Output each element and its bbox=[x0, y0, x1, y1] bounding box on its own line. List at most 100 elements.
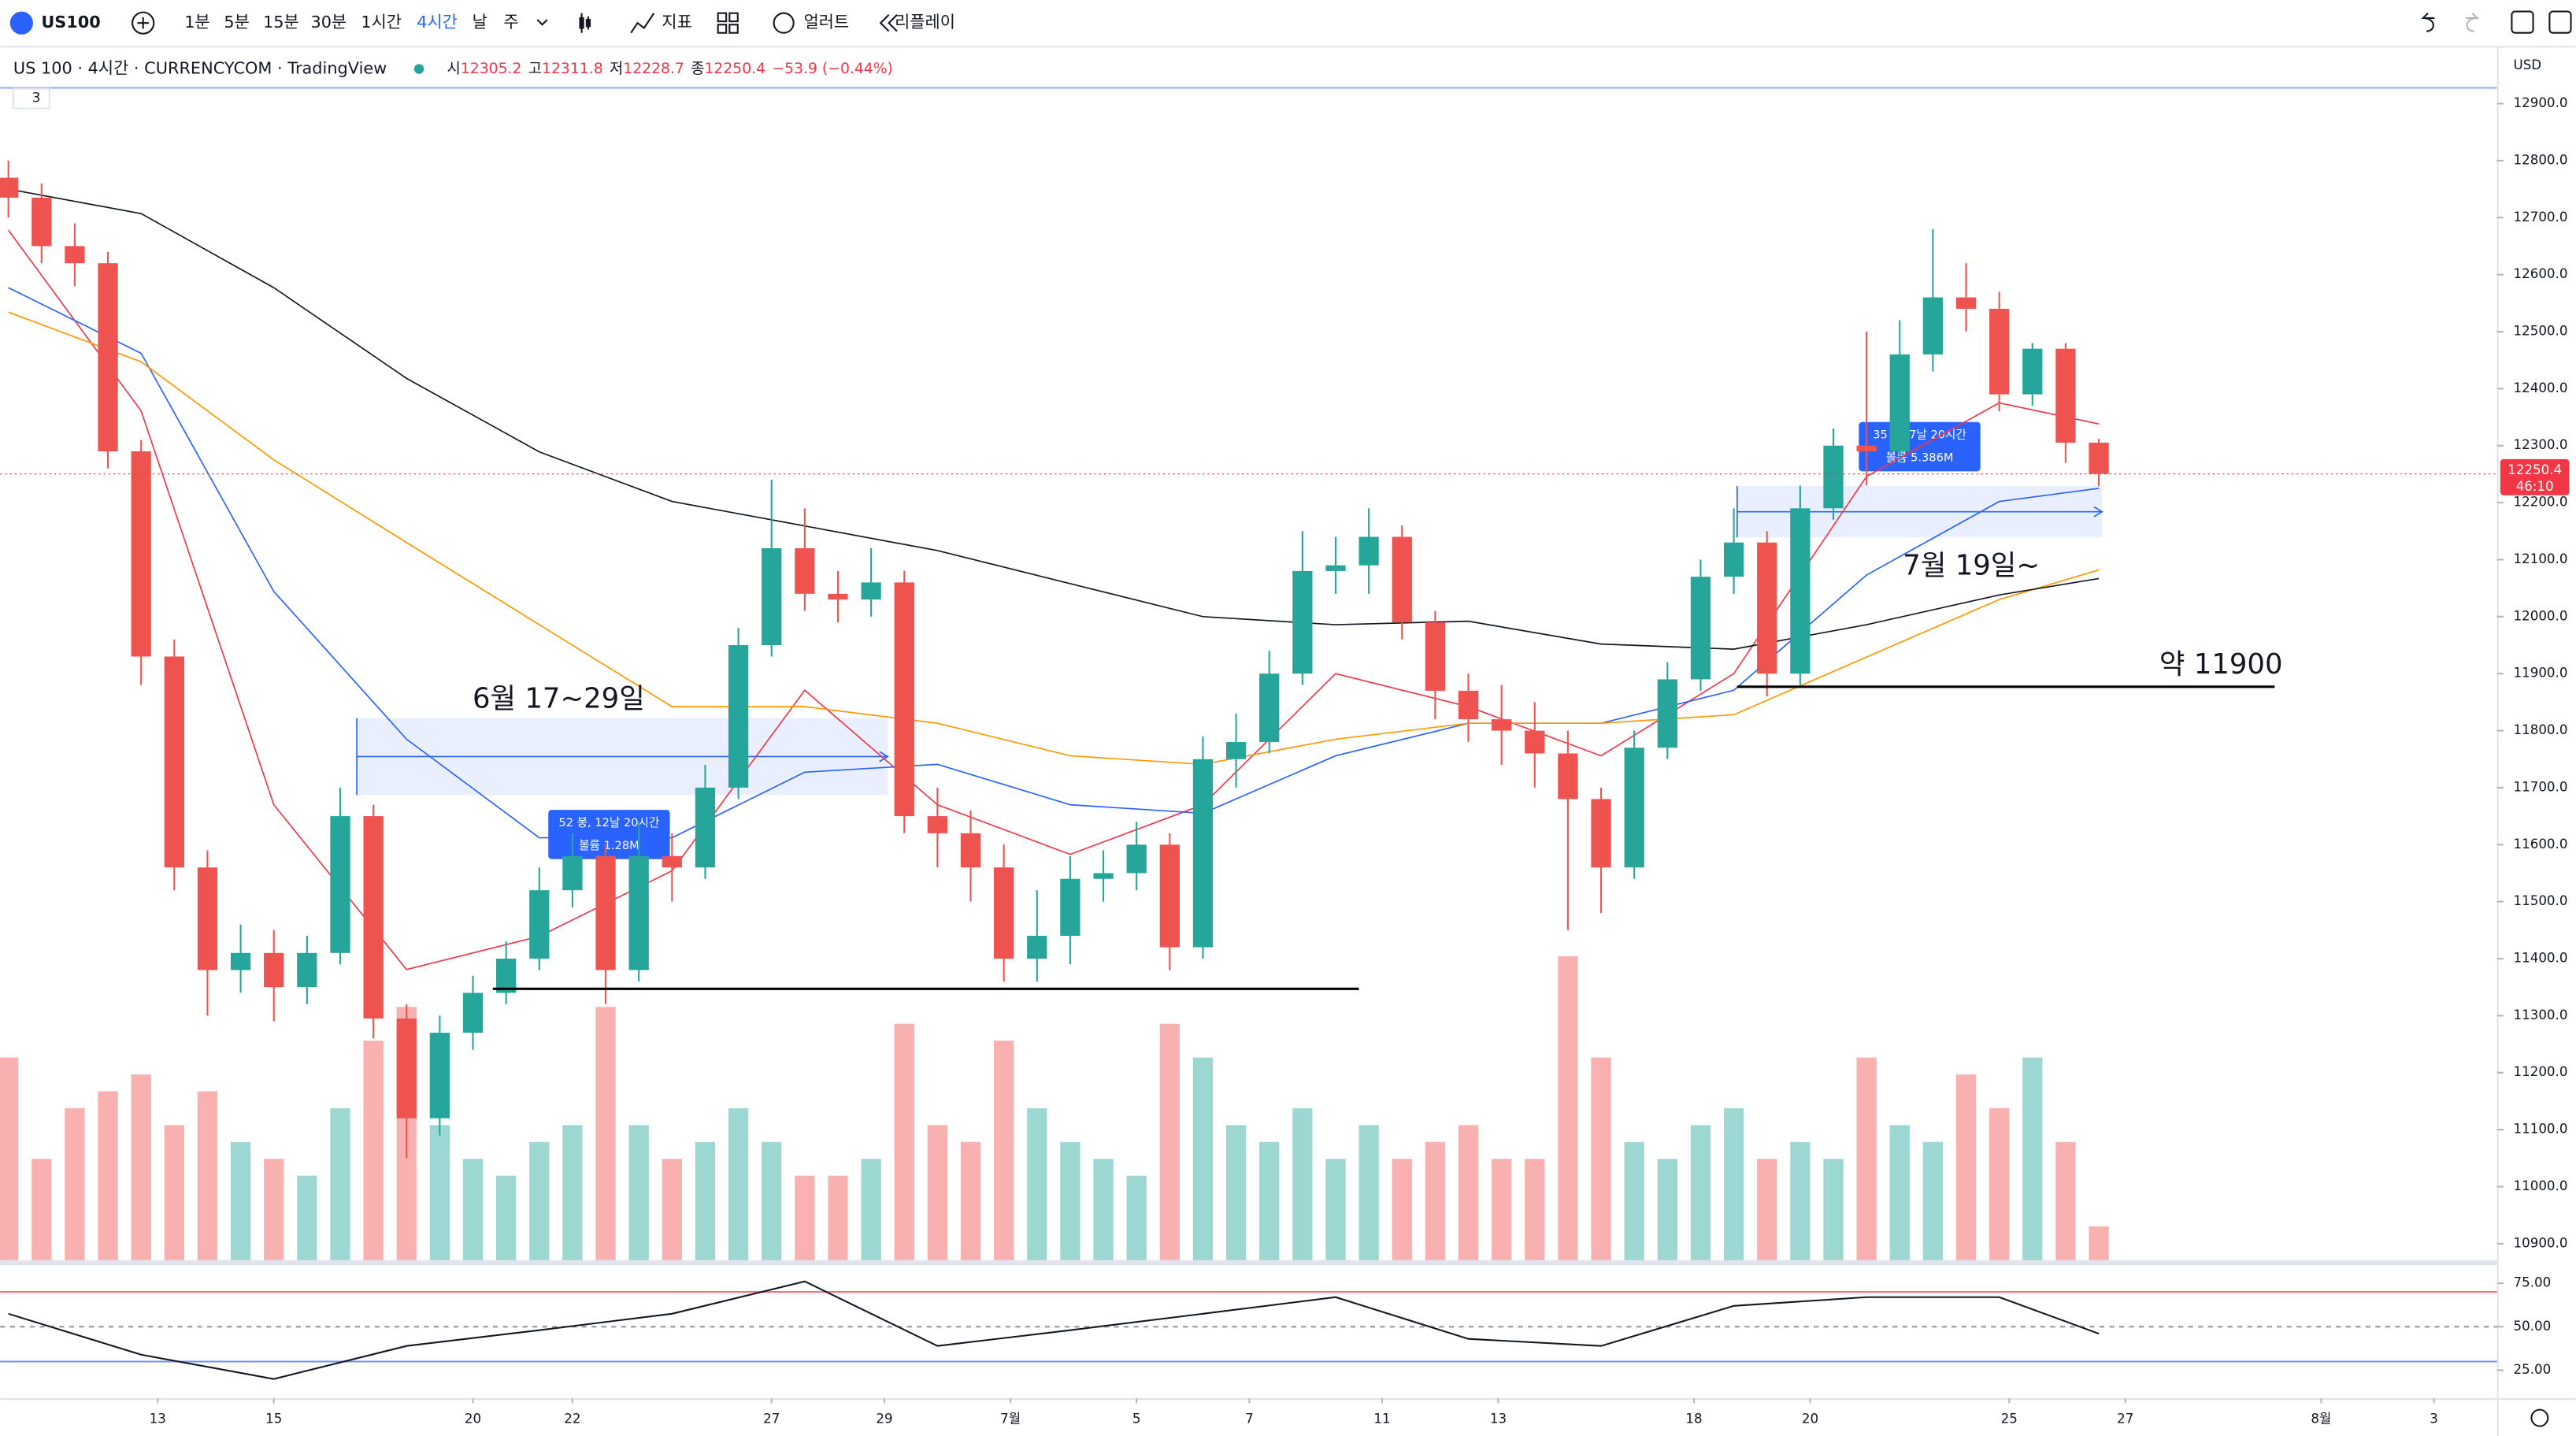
candle-body bbox=[529, 890, 550, 959]
interval-button[interactable]: 4시간 bbox=[417, 13, 458, 32]
interval-button[interactable]: 주 bbox=[503, 13, 518, 32]
candle-body bbox=[2089, 442, 2109, 474]
symbol-name[interactable]: US100 bbox=[41, 13, 100, 32]
moving-average bbox=[8, 287, 2100, 839]
toolbar-button[interactable]: 지표 bbox=[662, 13, 691, 32]
candle-body bbox=[795, 547, 815, 594]
candle-body bbox=[131, 451, 151, 657]
candle-body bbox=[1922, 297, 1944, 354]
volume-bar bbox=[1126, 1175, 1147, 1260]
range-label: 볼륨 5.386M bbox=[1886, 451, 1954, 465]
volume-bar bbox=[1525, 1159, 1545, 1260]
interval-button[interactable]: 1분 bbox=[184, 13, 209, 32]
candle-body bbox=[1989, 309, 2010, 395]
candle-body bbox=[595, 855, 616, 970]
x-tick-label: 8월 bbox=[2311, 1412, 2331, 1427]
candle-body bbox=[1093, 873, 1114, 879]
price-tag-value: 12250.4 bbox=[2507, 462, 2562, 477]
y-tick-label: 12200.0 bbox=[2514, 495, 2568, 510]
rsi-tick-label: 25.00 bbox=[2514, 1362, 2552, 1377]
replay-icon[interactable] bbox=[879, 14, 898, 32]
interval-button[interactable]: 30분 bbox=[311, 13, 347, 32]
volume-bar bbox=[1492, 1159, 1512, 1260]
candle-body bbox=[1292, 570, 1313, 674]
candle-body bbox=[628, 855, 649, 970]
volume-bar bbox=[1690, 1125, 1711, 1260]
volume-bar bbox=[1989, 1108, 2010, 1260]
dropdown-icon[interactable] bbox=[536, 19, 548, 26]
y-tick-label: 12800.0 bbox=[2514, 152, 2568, 167]
candle-body bbox=[1856, 445, 1877, 451]
settings-icon[interactable] bbox=[2530, 1408, 2549, 1427]
volume-bar bbox=[1591, 1057, 1611, 1260]
volume-bar bbox=[562, 1125, 583, 1260]
candle-body bbox=[98, 263, 118, 451]
candle-body bbox=[230, 952, 251, 970]
volume-bar bbox=[330, 1108, 350, 1260]
add-symbol-icon[interactable] bbox=[132, 11, 155, 35]
candle-body bbox=[330, 816, 350, 953]
candle-body bbox=[994, 867, 1014, 959]
range-arrowhead bbox=[879, 751, 889, 763]
x-tick-label: 3 bbox=[2430, 1412, 2438, 1427]
candle-body bbox=[1889, 354, 1910, 451]
y-tick-label: 12300.0 bbox=[2514, 437, 2568, 452]
range-label: 볼륨 1.28M bbox=[579, 839, 639, 852]
snapshot-icon[interactable] bbox=[2548, 10, 2572, 34]
candle-body bbox=[2022, 348, 2043, 395]
legend-label: 종 bbox=[691, 61, 704, 77]
candle-body bbox=[1492, 719, 1512, 731]
candle-body bbox=[1525, 730, 1545, 754]
symbol-icon[interactable] bbox=[9, 11, 33, 35]
legend-value: 12250.4 bbox=[704, 61, 765, 77]
candle-body bbox=[1027, 936, 1047, 959]
y-tick-label: 11200.0 bbox=[2514, 1064, 2568, 1079]
candle-body bbox=[1955, 297, 1977, 310]
alert-icon[interactable] bbox=[773, 12, 795, 34]
interval-button[interactable]: 날 bbox=[473, 13, 487, 32]
indicator-icon[interactable] bbox=[630, 13, 655, 34]
collapse-button[interactable] bbox=[12, 87, 50, 109]
interval-button[interactable]: 15분 bbox=[263, 13, 299, 32]
currency-label[interactable]: USD bbox=[2514, 58, 2542, 72]
candle-body bbox=[1225, 742, 1247, 759]
redo-icon[interactable] bbox=[2466, 12, 2480, 32]
candle-body bbox=[1192, 759, 1214, 948]
volume-bar bbox=[861, 1159, 881, 1260]
candle-body bbox=[496, 959, 517, 993]
legend-value: 12311.8 bbox=[542, 61, 603, 77]
toolbar-button[interactable]: 얼러트 bbox=[804, 13, 850, 32]
candle-body bbox=[1823, 445, 1844, 509]
y-tick-label: 12400.0 bbox=[2514, 380, 2568, 395]
undo-icon[interactable] bbox=[2421, 12, 2435, 32]
fullscreen-icon[interactable] bbox=[2511, 10, 2534, 34]
price-tag bbox=[2500, 458, 2570, 495]
candle-body bbox=[1690, 577, 1711, 680]
volume-bar bbox=[32, 1159, 52, 1260]
x-tick-label: 5 bbox=[1132, 1412, 1141, 1427]
collapsed-count: 3 bbox=[32, 91, 41, 106]
volume-bar bbox=[0, 1057, 19, 1260]
x-tick-label: 29 bbox=[876, 1412, 892, 1427]
candle-body bbox=[1757, 542, 1777, 674]
candle-body bbox=[762, 547, 782, 646]
chart-type-icon[interactable] bbox=[579, 13, 591, 33]
candle-body bbox=[695, 787, 716, 868]
volume-bar bbox=[894, 1023, 914, 1260]
toolbar-button[interactable]: 리플레이 bbox=[895, 13, 955, 32]
interval-button[interactable]: 5분 bbox=[224, 13, 249, 32]
candle-body bbox=[894, 582, 914, 817]
volume-bar bbox=[728, 1108, 749, 1260]
volume-bar bbox=[795, 1175, 815, 1260]
candle-body bbox=[1723, 542, 1744, 577]
moving-average bbox=[8, 188, 2100, 650]
volume-bar bbox=[230, 1141, 251, 1260]
volume-bar bbox=[1856, 1057, 1877, 1260]
layout-icon[interactable] bbox=[717, 12, 728, 23]
interval-button[interactable]: 1시간 bbox=[361, 13, 402, 32]
y-tick-label: 11400.0 bbox=[2514, 951, 2568, 966]
y-tick-label: 12100.0 bbox=[2514, 551, 2568, 566]
